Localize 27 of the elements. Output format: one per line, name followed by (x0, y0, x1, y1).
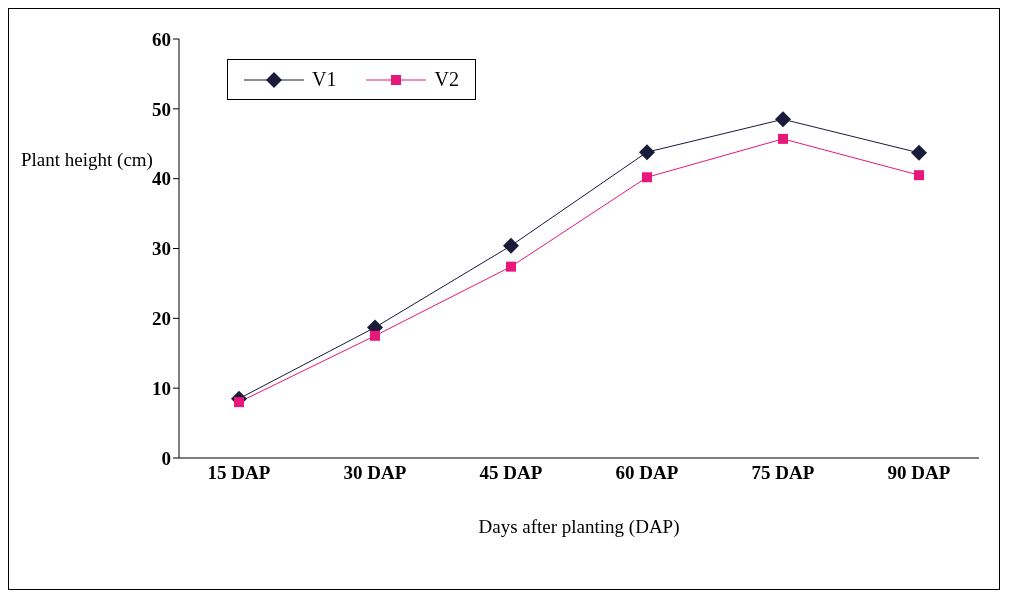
y-tick-label: 20 (152, 308, 171, 330)
y-tick-label: 30 (152, 238, 171, 260)
legend-label: V2 (434, 68, 459, 91)
point (775, 111, 791, 128)
x-tick-label: 15 DAP (207, 462, 271, 484)
legend-label: V1 (312, 68, 337, 91)
y-tick-label: 0 (161, 447, 171, 469)
point (642, 172, 652, 183)
point (503, 237, 519, 254)
y-tick-label: 60 (152, 28, 171, 50)
x-tick-label: 90 DAP (887, 462, 951, 484)
point (639, 144, 655, 161)
x-tick-label: 30 DAP (343, 462, 407, 484)
point (911, 144, 927, 161)
point (914, 170, 924, 181)
x-tick-label: 75 DAP (751, 462, 815, 484)
point (506, 261, 516, 272)
point (370, 330, 380, 341)
y-axis-title: Plant height (cm) (21, 149, 153, 171)
point (234, 397, 244, 408)
y-tick-label: 50 (152, 98, 171, 120)
y-tick-label: 40 (152, 168, 171, 190)
x-tick-label: 45 DAP (479, 462, 543, 484)
x-axis-title: Days after planting (DAP) (478, 516, 680, 538)
y-tick-label: 10 (152, 377, 171, 399)
x-tick-label: 60 DAP (615, 462, 679, 484)
point (778, 133, 788, 144)
